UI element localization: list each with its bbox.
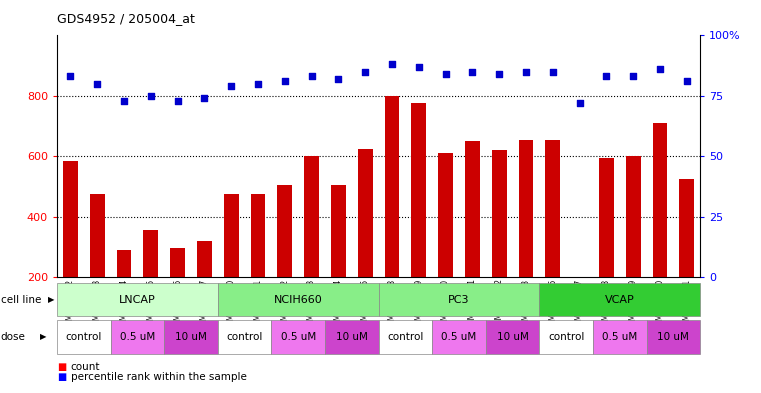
Bar <box>63 161 78 277</box>
Point <box>333 76 345 82</box>
Bar <box>593 320 647 354</box>
Bar <box>378 283 540 316</box>
Text: GDS4952 / 205004_at: GDS4952 / 205004_at <box>57 12 195 25</box>
Text: LNCAP: LNCAP <box>119 295 156 305</box>
Bar <box>170 248 185 277</box>
Text: dose: dose <box>1 332 26 342</box>
Text: ■: ■ <box>57 372 66 382</box>
Point <box>118 97 130 104</box>
Bar <box>599 158 613 277</box>
Point <box>574 100 586 106</box>
Bar <box>626 156 641 277</box>
Bar <box>278 185 292 277</box>
Bar <box>304 156 319 277</box>
Bar <box>540 320 593 354</box>
Point <box>279 78 291 84</box>
Bar <box>492 150 507 277</box>
Point <box>65 73 77 80</box>
Text: control: control <box>548 332 584 342</box>
Bar <box>272 320 325 354</box>
Point <box>305 73 317 80</box>
Text: cell line: cell line <box>1 295 41 305</box>
Text: 0.5 uM: 0.5 uM <box>602 332 638 342</box>
Bar <box>331 185 345 277</box>
Point <box>493 71 505 77</box>
Bar <box>647 320 700 354</box>
Bar <box>412 103 426 277</box>
Text: 10 uM: 10 uM <box>497 332 528 342</box>
Point <box>91 81 103 87</box>
Text: ▶: ▶ <box>48 295 55 304</box>
Point <box>199 95 211 101</box>
Text: count: count <box>71 362 100 373</box>
Point <box>520 68 532 75</box>
Bar <box>218 283 378 316</box>
Point <box>252 81 264 87</box>
Text: ▶: ▶ <box>40 332 47 342</box>
Point <box>654 66 666 72</box>
Point <box>466 68 479 75</box>
Bar <box>144 230 158 277</box>
Point <box>680 78 693 84</box>
Bar <box>250 194 266 277</box>
Text: control: control <box>65 332 102 342</box>
Text: 10 uM: 10 uM <box>658 332 689 342</box>
Point <box>546 68 559 75</box>
Point <box>225 83 237 89</box>
Bar <box>540 283 700 316</box>
Bar <box>218 320 272 354</box>
Bar <box>57 283 218 316</box>
Bar <box>116 250 132 277</box>
Bar <box>224 194 239 277</box>
Point <box>386 61 398 68</box>
Bar <box>197 241 212 277</box>
Bar <box>653 123 667 277</box>
Bar <box>384 96 400 277</box>
Point <box>627 73 639 80</box>
Bar <box>358 149 373 277</box>
Text: NCIH660: NCIH660 <box>274 295 323 305</box>
Bar <box>325 320 378 354</box>
Point <box>359 68 371 75</box>
Bar <box>518 140 533 277</box>
Point <box>600 73 613 80</box>
Bar <box>164 320 218 354</box>
Point <box>412 64 425 70</box>
Point <box>171 97 183 104</box>
Point <box>440 71 452 77</box>
Bar <box>438 153 453 277</box>
Text: VCAP: VCAP <box>605 295 635 305</box>
Text: percentile rank within the sample: percentile rank within the sample <box>71 372 247 382</box>
Bar <box>486 320 540 354</box>
Bar <box>465 141 479 277</box>
Bar <box>680 179 694 277</box>
Text: PC3: PC3 <box>448 295 470 305</box>
Text: 10 uM: 10 uM <box>175 332 207 342</box>
Text: 0.5 uM: 0.5 uM <box>281 332 316 342</box>
Text: control: control <box>227 332 263 342</box>
Bar <box>110 320 164 354</box>
Text: 0.5 uM: 0.5 uM <box>119 332 155 342</box>
Text: 0.5 uM: 0.5 uM <box>441 332 476 342</box>
Bar <box>378 320 432 354</box>
Bar <box>432 320 486 354</box>
Bar <box>57 320 110 354</box>
Point <box>145 93 157 99</box>
Text: 10 uM: 10 uM <box>336 332 368 342</box>
Text: control: control <box>387 332 424 342</box>
Text: ■: ■ <box>57 362 66 373</box>
Bar <box>546 140 560 277</box>
Bar <box>90 194 104 277</box>
